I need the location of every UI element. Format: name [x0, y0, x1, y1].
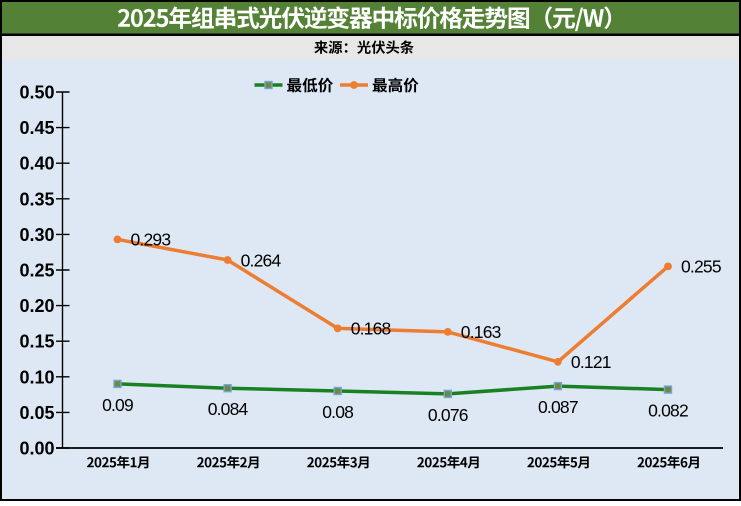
svg-text:0.076: 0.076: [428, 405, 468, 425]
svg-text:0.40: 0.40: [19, 154, 54, 174]
svg-text:0.084: 0.084: [208, 399, 249, 419]
svg-text:0.264: 0.264: [241, 250, 282, 270]
svg-text:0.30: 0.30: [19, 225, 54, 245]
svg-text:0.121: 0.121: [571, 352, 611, 372]
svg-text:0.00: 0.00: [19, 439, 54, 459]
svg-text:0.082: 0.082: [648, 401, 688, 421]
svg-text:0.087: 0.087: [538, 397, 578, 417]
svg-text:0.08: 0.08: [322, 402, 353, 422]
svg-text:0.20: 0.20: [19, 296, 54, 316]
svg-text:0.05: 0.05: [19, 403, 54, 423]
svg-text:0.15: 0.15: [19, 332, 54, 352]
svg-text:0.45: 0.45: [19, 118, 54, 138]
svg-text:0.163: 0.163: [461, 322, 501, 342]
svg-text:0.09: 0.09: [102, 395, 133, 415]
svg-text:0.255: 0.255: [681, 257, 721, 277]
svg-text:0.293: 0.293: [131, 230, 171, 250]
svg-text:0.25: 0.25: [19, 261, 54, 281]
svg-text:0.35: 0.35: [19, 189, 54, 209]
svg-text:0.50: 0.50: [19, 83, 54, 103]
svg-text:0.168: 0.168: [351, 319, 391, 339]
svg-text:0.10: 0.10: [19, 367, 54, 387]
